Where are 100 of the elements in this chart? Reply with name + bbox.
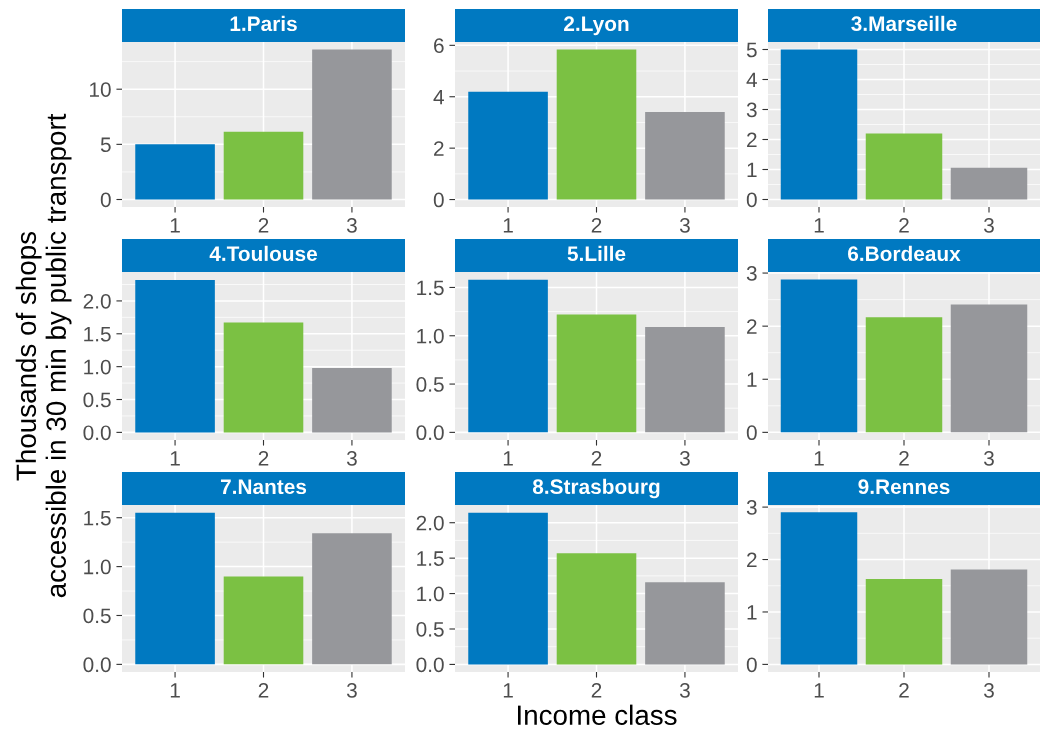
- y-tick-label: 1.5: [84, 327, 111, 342]
- bar: [865, 133, 943, 200]
- y-tick-label: 4: [433, 89, 444, 105]
- bar: [135, 279, 215, 433]
- x-tick-label: 1: [814, 451, 824, 466]
- bar: [865, 578, 943, 665]
- y-tick-label: 10: [90, 82, 111, 97]
- bar: [950, 167, 1028, 200]
- y-tick-label: 1: [747, 605, 757, 620]
- y-tick-label: 1.5: [417, 551, 444, 566]
- y-tick-label: 3: [746, 102, 757, 118]
- y-tick-label: 0.5: [416, 377, 444, 392]
- bar: [865, 317, 943, 433]
- bar: [223, 576, 304, 665]
- bar: [468, 91, 548, 200]
- bar: [135, 144, 215, 200]
- bar: [312, 49, 392, 200]
- y-tick-label: 0.5: [83, 392, 111, 408]
- bar: [780, 512, 858, 665]
- x-tick-label: 3: [984, 682, 994, 698]
- x-tick-label: 2: [899, 682, 909, 698]
- x-tick-label: 1: [170, 218, 180, 233]
- bar: [312, 367, 392, 433]
- y-tick-label: 5: [746, 42, 757, 58]
- x-tick-label: 2: [258, 450, 269, 466]
- bar: [780, 49, 858, 200]
- chart-title: 6.Bordeaux: [848, 245, 961, 262]
- y-tick-label: 0.0: [416, 657, 444, 673]
- bar: [780, 279, 858, 433]
- chart-title: 4.Toulouse: [209, 245, 318, 262]
- y-tick-label: 3: [746, 500, 757, 515]
- bar: [223, 322, 304, 433]
- x-tick-label: 1: [814, 683, 824, 698]
- bar: [645, 582, 725, 665]
- y-tick-label: 0.5: [83, 608, 111, 624]
- bar: [950, 569, 1028, 665]
- x-tick-label: 2: [899, 450, 909, 466]
- x-tick-label: 3: [346, 450, 357, 466]
- y-tick-label: 0: [746, 657, 757, 673]
- y-tick-label: 2: [747, 552, 757, 568]
- y-tick-label: 4: [746, 72, 757, 88]
- x-tick-label: 1: [503, 451, 513, 466]
- y-tick-label: 1: [747, 162, 757, 178]
- y-tick-label: 1.5: [84, 510, 111, 526]
- y-tick-label: 2: [434, 141, 444, 156]
- y-tick-label: 0: [100, 192, 111, 208]
- x-tick-label: 3: [346, 217, 357, 233]
- bar: [556, 314, 637, 433]
- y-tick-label: 2: [747, 319, 757, 334]
- y-tick-label: 0: [433, 192, 444, 208]
- x-tick-label: 3: [984, 217, 994, 233]
- chart-title: 9.Rennes: [858, 479, 950, 495]
- bar: [645, 111, 725, 200]
- x-tick-label: 1: [814, 218, 824, 233]
- y-tick-label: 2: [747, 132, 757, 148]
- x-tick-label: 3: [346, 682, 357, 698]
- y-tick-label: 0.0: [83, 425, 111, 441]
- x-tick-label: 3: [679, 682, 690, 698]
- x-tick-label: 2: [591, 217, 602, 233]
- chart-title: 1.Paris: [230, 15, 297, 32]
- y-tick-label: 1.0: [417, 586, 444, 602]
- x-axis-title: Income class: [518, 704, 677, 726]
- bar: [556, 49, 637, 200]
- y-tick-label: 6: [434, 38, 444, 54]
- x-tick-label: 2: [591, 450, 602, 466]
- y-tick-label: 1.0: [84, 359, 111, 375]
- x-tick-label: 3: [679, 450, 690, 466]
- y-tick-label: 1.0: [417, 328, 444, 344]
- bar: [556, 553, 637, 665]
- chart-title: 8.Strasbourg: [532, 478, 660, 499]
- y-tick-label: 1.5: [417, 280, 444, 296]
- bar: [468, 279, 548, 433]
- bar: [468, 512, 548, 665]
- y-tick-label: 1: [747, 372, 757, 387]
- bar: [135, 512, 215, 665]
- y-tick-label: 5: [100, 137, 111, 153]
- x-tick-label: 1: [170, 451, 180, 466]
- y-tick-label: 3: [746, 266, 757, 281]
- x-tick-label: 3: [679, 217, 690, 233]
- chart-title: 7.Nantes: [220, 479, 307, 495]
- y-tick-label: 2.0: [416, 515, 444, 531]
- y-tick-label: 0.0: [416, 425, 444, 441]
- y-tick-label: 0.5: [416, 621, 444, 637]
- x-tick-label: 2: [591, 682, 602, 698]
- chart-title: 3.Marseille: [851, 15, 957, 32]
- x-tick-label: 2: [258, 217, 269, 233]
- y-tick-label: 0: [746, 192, 757, 208]
- bar: [645, 327, 725, 433]
- y-axis-title: Thousands of shops accessible in 30 min by public transport: [15, 113, 72, 598]
- y-tick-label: 1.0: [84, 559, 111, 575]
- x-tick-label: 2: [899, 217, 909, 233]
- chart-title: 5.Lille: [567, 245, 626, 262]
- x-tick-label: 3: [984, 450, 994, 466]
- x-tick-label: 1: [170, 683, 180, 698]
- bar: [950, 304, 1028, 433]
- chart-title: 2.Lyon: [564, 16, 629, 36]
- x-tick-label: 1: [503, 218, 513, 233]
- y-tick-label: 0: [746, 425, 757, 441]
- y-tick-label: 0.0: [83, 657, 111, 673]
- y-tick-label: 2.0: [83, 293, 111, 309]
